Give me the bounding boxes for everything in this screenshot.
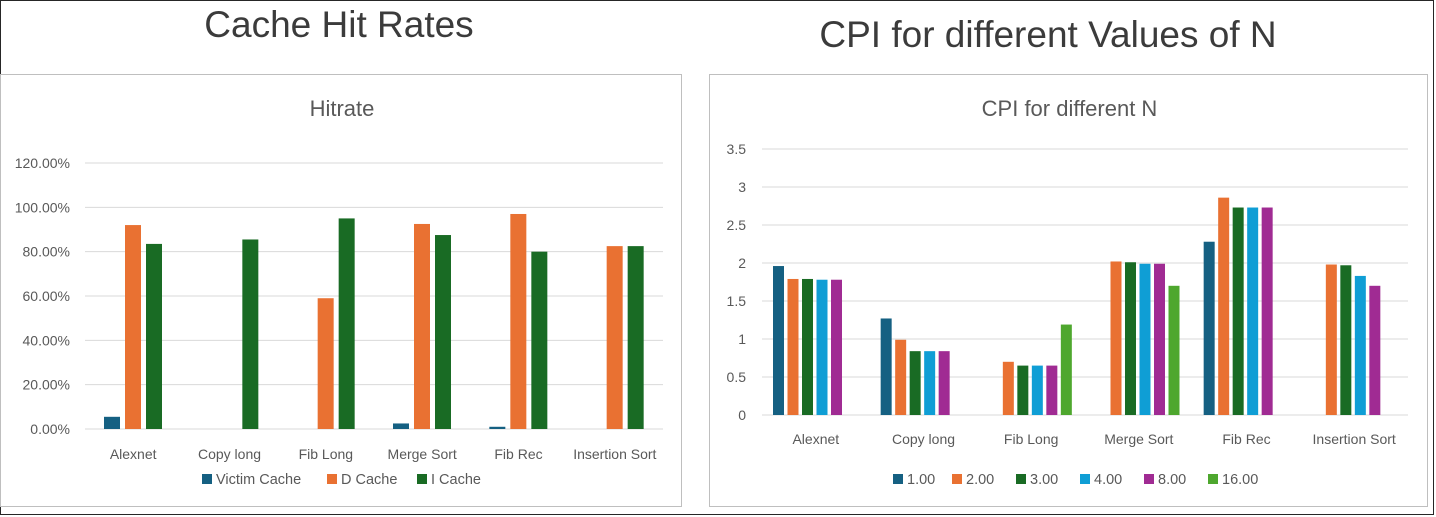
cpi-bar bbox=[1168, 285, 1180, 415]
hitrate-legend-label: Victim Cache bbox=[216, 472, 301, 488]
cpi-chart-title: CPI for different N bbox=[982, 96, 1158, 121]
cpi-bar bbox=[831, 279, 842, 415]
cpi-legend-swatch bbox=[952, 474, 962, 484]
cpi-bar bbox=[1261, 207, 1273, 415]
cpi-y-tick-label: 3.5 bbox=[727, 141, 747, 157]
cpi-bar bbox=[787, 278, 799, 415]
hitrate-bar bbox=[125, 225, 141, 429]
cpi-bar bbox=[938, 351, 950, 415]
hitrate-legend-label: D Cache bbox=[341, 472, 397, 488]
cpi-legend-label: 8.00 bbox=[1158, 472, 1186, 488]
hitrate-bar bbox=[510, 213, 527, 429]
cpi-bar bbox=[1002, 361, 1014, 415]
hitrate-chart-panel: Hitrate 0.00% 20.00% 40.00% 60.00% 80.00% 100.… bbox=[0, 74, 682, 507]
cpi-legend-label: 4.00 bbox=[1094, 472, 1122, 488]
hitrate-bar bbox=[317, 298, 334, 429]
hitrate-legend-swatch bbox=[327, 474, 337, 484]
cpi-x-tick-label: Insertion Sort bbox=[1313, 431, 1396, 447]
hitrate-bar bbox=[104, 416, 120, 429]
hitrate-y-tick-label: 120.00% bbox=[15, 155, 70, 171]
cpi-legend-label: 16.00 bbox=[1222, 472, 1258, 488]
hitrate-legend-swatch bbox=[202, 474, 212, 484]
hitrate-y-tick-label: 100.00% bbox=[15, 199, 70, 215]
cpi-legend-swatch bbox=[1208, 474, 1218, 484]
hitrate-legend-swatch bbox=[417, 474, 427, 484]
cpi-bar bbox=[1046, 365, 1058, 415]
cpi-bar bbox=[1247, 207, 1259, 415]
right-heading: CPI for different Values of N bbox=[819, 14, 1277, 55]
hitrate-chart-title: Hitrate bbox=[310, 96, 375, 121]
cpi-legend-label: 2.00 bbox=[966, 472, 994, 488]
cpi-bar bbox=[895, 339, 907, 415]
cpi-bar bbox=[1031, 365, 1043, 415]
left-heading: Cache Hit Rates bbox=[204, 4, 474, 45]
cpi-bar bbox=[1139, 263, 1151, 415]
hitrate-bar bbox=[531, 251, 548, 429]
cpi-x-tick-label: Fib Long bbox=[1004, 431, 1058, 447]
cpi-y-tick-label: 1 bbox=[738, 331, 746, 347]
hitrate-bar bbox=[435, 235, 451, 429]
cpi-y-tick-label: 0 bbox=[738, 407, 746, 423]
hitrate-bar bbox=[606, 246, 623, 429]
cpi-y-tick-label: 3 bbox=[738, 179, 746, 195]
cpi-bar bbox=[1203, 241, 1215, 415]
cpi-x-tick-label: Copy long bbox=[892, 431, 955, 447]
cpi-y-tick-label: 2.5 bbox=[727, 217, 747, 233]
cpi-legend-swatch bbox=[1016, 474, 1026, 484]
hitrate-x-tick-label: Fib Rec bbox=[494, 446, 542, 462]
hitrate-legend-label: I Cache bbox=[431, 472, 481, 488]
hitrate-bar bbox=[414, 223, 430, 429]
cpi-bar bbox=[816, 279, 828, 415]
hitrate-y-tick-label: 40.00% bbox=[23, 332, 70, 348]
cpi-chart-panel: CPI for different N 0 0.5 1 1.5 2 2.5 3 3.5 Alexn… bbox=[709, 74, 1428, 507]
cpi-bar bbox=[1017, 365, 1029, 415]
hitrate-y-tick-label: 20.00% bbox=[23, 377, 70, 393]
hitrate-x-tick-label: Alexnet bbox=[110, 446, 157, 462]
cpi-legend-swatch bbox=[1080, 474, 1090, 484]
cpi-bar bbox=[1232, 207, 1244, 415]
hitrate-y-tick-label: 60.00% bbox=[23, 288, 70, 304]
cpi-chart: CPI for different N 0 0.5 1 1.5 2 2.5 3 3.5 Alexn… bbox=[727, 96, 1408, 488]
cpi-bar bbox=[1218, 197, 1230, 415]
hitrate-bar bbox=[146, 243, 162, 429]
hitrate-x-tick-label: Copy long bbox=[198, 446, 261, 462]
cpi-bar bbox=[773, 266, 784, 415]
cpi-bar bbox=[1340, 265, 1352, 415]
hitrate-y-tick-label: 0.00% bbox=[30, 421, 70, 437]
hitrate-bar bbox=[393, 423, 409, 429]
cpi-bar bbox=[1154, 263, 1165, 415]
hitrate-y-tick-label: 80.00% bbox=[23, 244, 70, 260]
hitrate-x-tick-label: Merge Sort bbox=[388, 446, 457, 462]
cpi-y-tick-label: 2 bbox=[738, 255, 746, 271]
hitrate-bar bbox=[242, 239, 259, 429]
cpi-bar bbox=[1110, 261, 1122, 415]
cpi-legend-label: 3.00 bbox=[1030, 472, 1058, 488]
cpi-bar bbox=[1325, 264, 1337, 415]
cpi-y-tick-label: 0.5 bbox=[727, 369, 747, 385]
cpi-bar bbox=[1354, 275, 1366, 415]
cpi-bar bbox=[880, 318, 892, 415]
cpi-bar bbox=[1369, 285, 1381, 415]
cpi-x-tick-label: Fib Rec bbox=[1222, 431, 1270, 447]
cpi-bar bbox=[1060, 324, 1072, 415]
hitrate-bar bbox=[627, 246, 644, 429]
cpi-bar bbox=[802, 278, 813, 415]
cpi-bar bbox=[924, 351, 936, 415]
cpi-legend-swatch bbox=[1144, 474, 1154, 484]
hitrate-x-tick-label: Fib Long bbox=[299, 446, 353, 462]
cpi-x-tick-label: Merge Sort bbox=[1104, 431, 1173, 447]
cpi-legend-swatch bbox=[893, 474, 903, 484]
cpi-bar bbox=[1125, 262, 1136, 415]
cpi-legend-label: 1.00 bbox=[907, 472, 935, 488]
cpi-y-tick-label: 1.5 bbox=[727, 293, 747, 309]
hitrate-chart: Hitrate 0.00% 20.00% 40.00% 60.00% 80.00% 100.… bbox=[15, 96, 663, 488]
cpi-bar bbox=[909, 351, 921, 415]
cpi-x-tick-label: Alexnet bbox=[792, 431, 839, 447]
hitrate-x-tick-label: Insertion Sort bbox=[573, 446, 656, 462]
hitrate-bar bbox=[338, 218, 355, 429]
hitrate-bar bbox=[489, 426, 506, 429]
